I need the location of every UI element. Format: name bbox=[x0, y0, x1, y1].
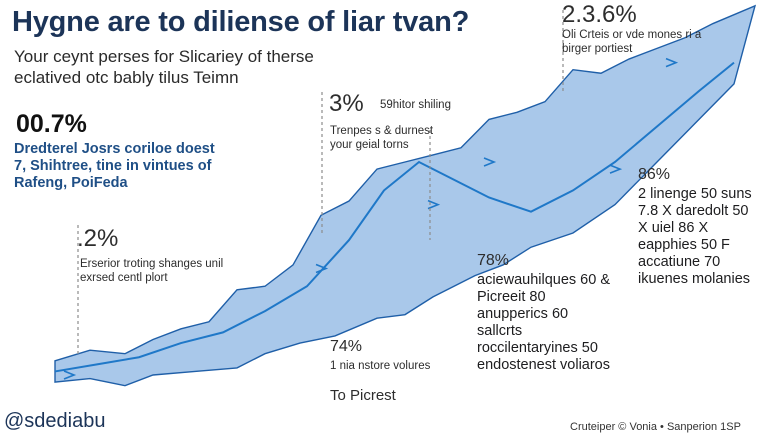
callout-note-c: Erserior troting shanges unil exrsed cen… bbox=[80, 258, 224, 284]
callout-percent-c: .2% bbox=[77, 225, 119, 252]
callout-percent-e: 86% bbox=[638, 166, 671, 183]
footer-credit: Cruteiper © Vonia • Sanperion 1SP bbox=[570, 421, 741, 433]
chart-title: Hygne are to diliense of liar tvan? bbox=[12, 6, 470, 38]
leader-lines bbox=[77, 10, 564, 355]
callout-percent-b: 3% bbox=[329, 90, 364, 117]
callout-note-a: Oli Crteis or vde mones ri a birger port… bbox=[562, 29, 702, 55]
highlight-note: Dredterel Josrs coriloe doest 7, Shihtre… bbox=[14, 141, 215, 191]
band-arrow-5 bbox=[665, 57, 679, 68]
band-arrow-0 bbox=[63, 370, 77, 380]
callout-list-d: aciewauhilques 60 & Picreeit 80 anupperi… bbox=[477, 272, 611, 373]
headline-percent: 00.7% bbox=[16, 110, 87, 138]
callout-percent-d: 78% bbox=[477, 252, 510, 269]
callout-list-e: 2 linenge 50 suns 7.8 X daredolt 50 X ui… bbox=[638, 186, 752, 287]
band-arrow-1 bbox=[315, 263, 329, 274]
callout-note-b-top: 59hitor shiling bbox=[380, 99, 451, 111]
footer-handle[interactable]: @sdediabu bbox=[4, 410, 106, 432]
band-arrow-3 bbox=[483, 157, 497, 167]
area-band bbox=[54, 4, 757, 387]
chart-subtitle: Your ceynt perses for Slicariey of thers… bbox=[14, 47, 314, 87]
callout-percent-a: 2.3.6% bbox=[562, 1, 637, 28]
callout-percent-f: 74% bbox=[330, 338, 363, 355]
chart-band-layer bbox=[54, 4, 757, 387]
band-arrow-2 bbox=[427, 199, 441, 210]
callout-note-f: 1 nia nstore volures bbox=[330, 360, 431, 372]
callout-note-f2: To Picrest bbox=[330, 387, 396, 404]
callout-note-b: Trenpes s & durnest your geial torns bbox=[330, 125, 434, 151]
trend-line bbox=[54, 61, 735, 373]
band-arrow-4 bbox=[609, 164, 623, 174]
